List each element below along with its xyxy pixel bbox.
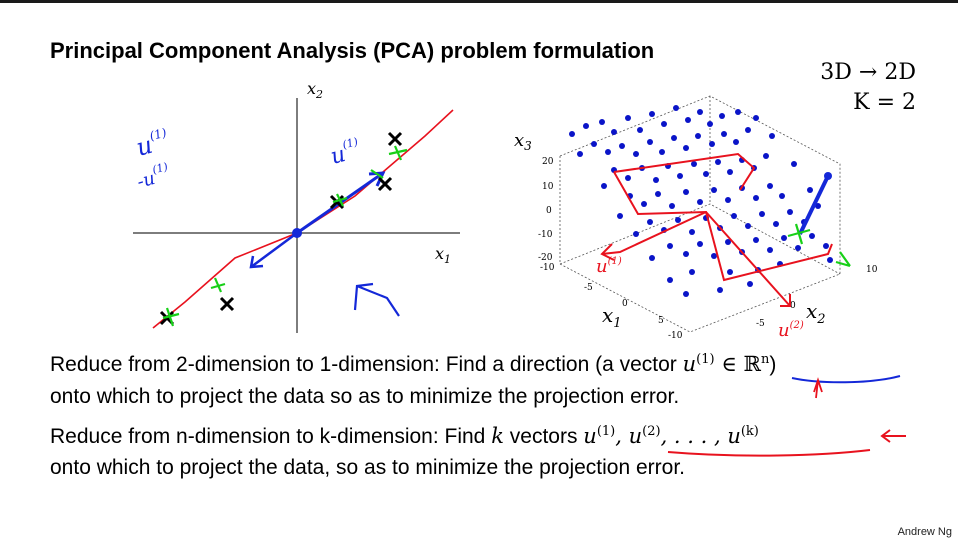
svg-text:-10: -10 <box>540 263 555 273</box>
svg-text:0: 0 <box>546 206 552 216</box>
svg-text:5: 5 <box>658 316 664 326</box>
origin-point <box>292 228 302 238</box>
uk-pointer-arrow <box>880 429 906 443</box>
slide-title: Principal Component Analysis (PCA) probl… <box>50 38 655 63</box>
hand-u1-label-3d: u(1) <box>596 256 622 277</box>
x2-tick-labels: -10 -5 0 10 <box>668 265 878 341</box>
data-point <box>159 131 403 326</box>
dimension-reduction-label: 3D → 2D <box>820 60 916 85</box>
u1-sup: (1) <box>596 424 616 439</box>
z-tick-labels: 20 10 0 -10 -20 <box>538 157 554 263</box>
svg-text:-5: -5 <box>756 319 765 329</box>
k-symbol: k <box>491 424 504 448</box>
x2-axis-label: x2 <box>307 79 323 101</box>
hand-neg-u1-label: -u(1) <box>134 160 173 193</box>
projection-line <box>152 109 454 329</box>
neg-u1-vector-arrow <box>250 231 298 269</box>
u1-arrowhead <box>368 171 386 187</box>
u-symbol: u <box>682 352 697 376</box>
close-paren: ) <box>769 353 777 376</box>
svg-text:0: 0 <box>622 299 628 309</box>
svg-text:0: 0 <box>790 301 796 311</box>
line-nd-to-kd: Reduce from n-dimension to k-dimension: … <box>50 424 759 449</box>
hand-drawn-plane <box>600 152 833 307</box>
svg-text:-5: -5 <box>584 283 593 293</box>
svg-text:20: 20 <box>542 157 554 167</box>
neg-u1-arrowhead <box>249 255 264 269</box>
slide-top-border <box>0 0 958 3</box>
u1-superscript: (1) <box>696 352 715 367</box>
svg-text:-10: -10 <box>538 230 553 240</box>
u1-symbol: u <box>583 424 597 448</box>
green-projection-marks <box>787 223 851 268</box>
hand-drawn-arrow-scribble <box>353 282 400 317</box>
x3-axis-label: x3 <box>514 130 532 153</box>
line-nd-to-kd-text: Reduce from n-dimension to k-dimension: … <box>50 425 492 448</box>
uk-underline <box>667 449 871 457</box>
uk-symbol: , . . . , u <box>660 424 741 448</box>
u1-in-rn-formula: u(1) ∈ ℝn <box>683 352 770 376</box>
plot-3d-frame <box>559 95 841 333</box>
u-vectors-formula: u(1), u(2), . . . , u(k) <box>583 424 759 448</box>
hand-u1-label-right: u(1) <box>327 135 363 170</box>
plot-3d: x3 20 10 0 -10 -20 -10 -5 0 5 -10 -5 0 1… <box>514 95 878 341</box>
vectors-word: vectors <box>503 425 584 448</box>
svg-text:-20: -20 <box>538 253 553 263</box>
n-superscript: n <box>760 352 770 367</box>
u1-pointer-arrow <box>813 377 823 399</box>
x1-axis-label: x1 <box>435 244 451 266</box>
x1-axis-label-3d: x1 <box>602 303 622 331</box>
hand-u1-label-left: u(1) <box>133 125 172 161</box>
u2-symbol: , u <box>615 424 643 448</box>
dimension-note: 3D → 2D K = 2 <box>820 58 916 118</box>
projected-point-marker <box>162 145 408 327</box>
normal-vector-arrow <box>798 175 830 235</box>
line-2d-to-1d-text: Reduce from 2-dimension to 1-dimension: … <box>50 353 683 376</box>
u2-sup: (2) <box>642 424 661 439</box>
u1-underline <box>791 375 901 384</box>
plot-2d: x2 x1 u(1) -u(1) u(1) <box>133 79 460 333</box>
hand-u2-label-3d: u(2) <box>778 320 804 341</box>
line-projection-error-1: onto which to project the data so as to … <box>50 385 680 408</box>
scatter-points <box>569 105 833 297</box>
author-credit: Andrew Ng <box>897 526 952 538</box>
k-equals-label: K = 2 <box>853 90 916 115</box>
uk-sup: (k) <box>740 424 759 439</box>
line-2d-to-1d: Reduce from 2-dimension to 1-dimension: … <box>50 352 776 377</box>
normal-vector-tip <box>824 172 832 180</box>
svg-text:10: 10 <box>866 265 878 275</box>
svg-text:-10: -10 <box>668 331 683 341</box>
x1-tick-labels: -10 -5 0 5 <box>540 263 664 326</box>
x2-axis-label-3d: x2 <box>806 299 826 327</box>
in-rn-symbol: ∈ ℝ <box>714 352 761 376</box>
line-projection-error-2: onto which to project the data, so as to… <box>50 456 685 479</box>
svg-text:10: 10 <box>542 182 554 192</box>
